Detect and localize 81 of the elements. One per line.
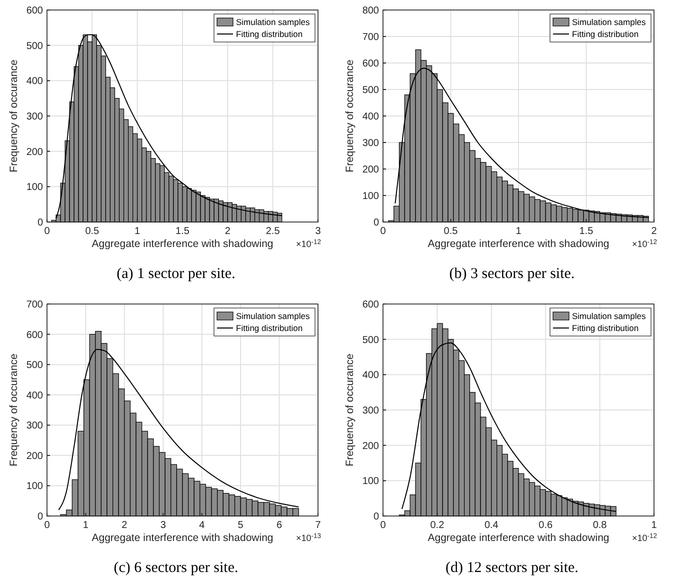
y-tick-label: 200 <box>362 164 380 176</box>
legend-label: Fitting distribution <box>236 323 303 333</box>
x-tick-label: 1.5 <box>176 226 190 237</box>
x-tick-label: 0.5 <box>444 226 458 237</box>
x-tick-label: 0.4 <box>484 520 499 531</box>
x-tick-label: 1 <box>651 520 658 531</box>
x-tick-label: 1 <box>516 226 522 237</box>
x-tick-label: 0 <box>380 226 386 237</box>
y-tick-label: 400 <box>26 390 44 402</box>
y-axis-title: Frequency of occurance <box>344 60 356 172</box>
y-tick-label: 400 <box>26 76 44 88</box>
x-tick-label: 0 <box>380 520 386 531</box>
legend-label: Fitting distribution <box>572 323 639 333</box>
y-tick-label: 200 <box>26 450 44 462</box>
legend-label: Simulation samples <box>572 17 646 27</box>
legend-label: Simulation samples <box>572 311 646 321</box>
text: ×10$^{-13}$ <box>296 532 322 543</box>
text: ×10$^{-12}$ <box>296 238 322 249</box>
y-tick-label: 700 <box>26 300 44 310</box>
x-tick-label: 5 <box>238 520 244 531</box>
y-tick-label: 300 <box>362 138 380 149</box>
x-tick-label: 0.5 <box>85 226 100 237</box>
x-tick-label: 1 <box>82 520 89 531</box>
y-tick-label: 0 <box>373 218 380 228</box>
y-tick-label: 200 <box>362 440 380 452</box>
y-axis-title: Frequency of occurance <box>344 354 356 466</box>
y-tick-label: 300 <box>26 420 44 432</box>
x-tick-label: 3 <box>160 520 166 531</box>
y-tick-label: 500 <box>26 360 44 372</box>
y-tick-label: 700 <box>362 32 380 43</box>
y-tick-label: 100 <box>362 191 380 202</box>
text: ×10$^{-12}$ <box>632 532 658 543</box>
y-tick-label: 500 <box>26 40 44 52</box>
y-tick-label: 500 <box>362 334 380 346</box>
y-tick-label: 600 <box>26 330 44 341</box>
y-tick-label: 100 <box>362 476 380 488</box>
x-tick-label: 4 <box>199 520 206 531</box>
x-axis-title: Aggregate interference with shadowing <box>92 532 274 544</box>
text: (d) 12 sectors per site. <box>446 560 578 576</box>
x-tick-label: 0.6 <box>538 520 553 531</box>
x-tick-label: 0 <box>44 226 50 237</box>
y-tick-label: 500 <box>362 85 380 96</box>
y-axis-title: Frequency of occurance <box>8 60 20 172</box>
x-axis-title: Aggregate interference with shadowing <box>428 532 610 544</box>
x-tick-label: 2 <box>224 226 231 237</box>
x-tick-label: 3 <box>315 226 322 237</box>
x-tick-label: 2 <box>122 520 128 531</box>
y-tick-label: 400 <box>362 112 380 122</box>
text: (c) 6 sectors per site. <box>114 560 238 576</box>
x-tick-label: 0 <box>44 520 50 531</box>
x-axis-title: Aggregate interference with shadowing <box>428 238 610 250</box>
text: (b) 3 sectors per site. <box>449 266 575 282</box>
y-tick-label: 400 <box>362 370 380 382</box>
x-tick-label: 2.5 <box>266 226 280 237</box>
y-tick-label: 300 <box>362 406 380 416</box>
legend-label: Simulation samples <box>236 17 310 27</box>
y-tick-label: 800 <box>362 6 380 16</box>
x-tick-label: 6 <box>276 520 283 531</box>
y-tick-label: 0 <box>37 218 44 228</box>
y-tick-label: 100 <box>26 182 44 194</box>
y-tick-label: 0 <box>373 512 380 522</box>
x-tick-label: 1 <box>134 226 141 237</box>
y-axis-title: Frequency of occurance <box>8 354 20 466</box>
x-axis-title: Aggregate interference with shadowing <box>92 238 274 250</box>
y-tick-label: 200 <box>26 146 44 158</box>
legend-label: Fitting distribution <box>572 29 639 39</box>
x-tick-label: 0.8 <box>592 520 608 531</box>
text: (a) 1 sector per site. <box>116 266 236 282</box>
text: ×10$^{-12}$ <box>632 238 658 249</box>
x-tick-label: 7 <box>315 520 322 531</box>
y-tick-label: 600 <box>362 300 380 310</box>
y-tick-label: 600 <box>26 6 44 16</box>
x-tick-label: 2 <box>651 226 658 237</box>
y-tick-label: 600 <box>362 58 380 70</box>
y-tick-label: 100 <box>26 481 44 492</box>
y-tick-label: 0 <box>37 512 44 522</box>
legend-label: Simulation samples <box>236 311 310 321</box>
legend-label: Fitting distribution <box>236 29 303 39</box>
x-tick-label: 0.2 <box>430 520 445 531</box>
y-tick-label: 300 <box>26 112 44 122</box>
x-tick-label: 1.5 <box>579 226 594 237</box>
